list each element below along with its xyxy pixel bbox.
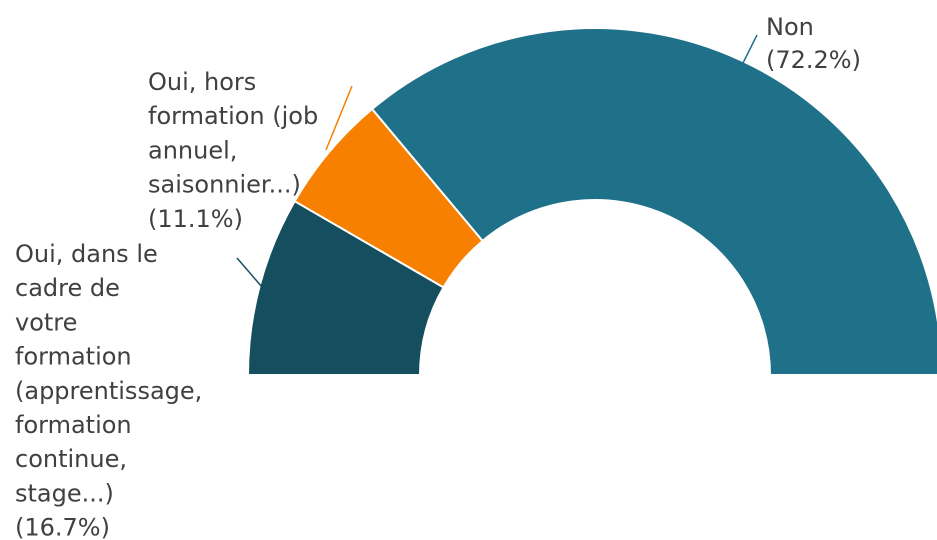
slice-2 (370, 27, 937, 376)
data-label-0-line-2: votre (15, 308, 77, 336)
data-label-1-line-3: saisonnier...) (148, 171, 301, 199)
leader-line-1 (325, 85, 353, 151)
chart-data-labels: Oui, dans le cadre de votre formation (appre… (15, 13, 861, 540)
chart-leader-lines (236, 34, 758, 288)
data-label-0-line-1: cadre de (15, 274, 120, 302)
data-label-2-line-0: Non (766, 13, 814, 41)
leader-line-0 (236, 257, 263, 288)
data-label-2-line-1: (72.2%) (766, 46, 861, 74)
data-label-1: Oui, hors formation (job annuel, saisonnier… (148, 68, 318, 233)
data-label-1-line-2: annuel, (148, 136, 237, 164)
data-label-0-line-0: Oui, dans le (15, 240, 158, 268)
data-label-0-line-3: formation (15, 343, 132, 371)
data-label-0-line-5: formation (15, 411, 132, 439)
data-label-0-line-6: continue, (15, 445, 127, 473)
data-label-1-line-1: formation (job (148, 102, 318, 130)
data-label-1-line-0: Oui, hors (148, 68, 256, 96)
data-label-2: Non (72.2%) (766, 13, 861, 74)
chart-slices (246, 27, 937, 376)
leader-line-2 (742, 34, 758, 64)
data-label-0: Oui, dans le cadre de votre formation (appre… (15, 240, 202, 540)
data-label-0-line-7: stage...) (15, 479, 114, 507)
data-label-0-line-8: (16.7%) (15, 514, 110, 540)
data-label-1-line-4: (11.1%) (148, 205, 243, 233)
data-label-0-line-4: (apprentissage, (15, 377, 202, 405)
